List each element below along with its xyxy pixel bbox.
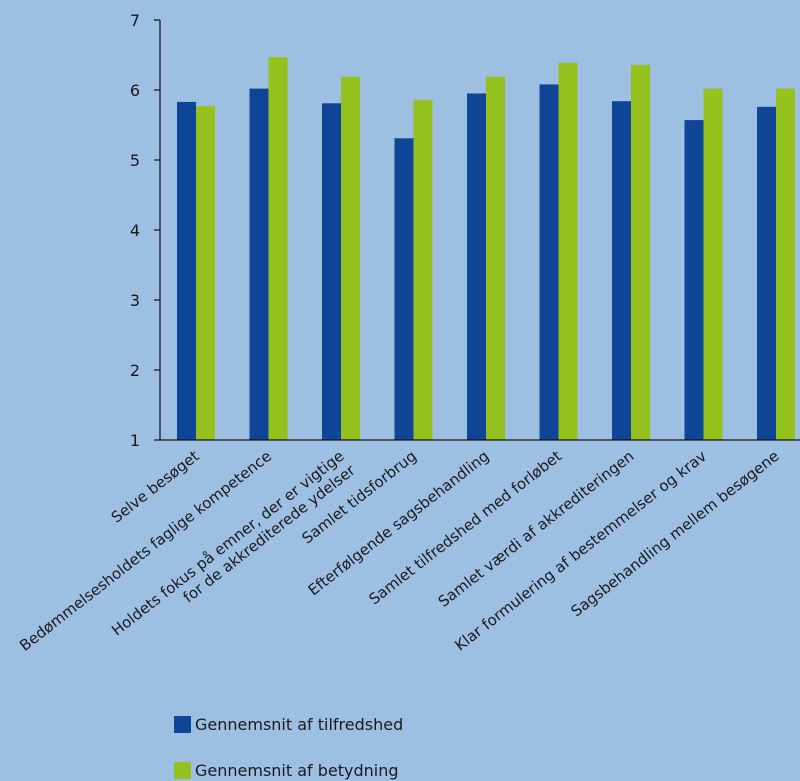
bar-tilfredshed — [177, 101, 196, 441]
bar-tilfredshed — [249, 88, 269, 440]
bar-betydning — [268, 57, 288, 440]
legend-label-tilfredshed: Gennemsnit af tilfredshed — [195, 714, 404, 734]
bar-betydning — [413, 99, 433, 441]
bars — [177, 57, 795, 441]
y-tick-label: 2 — [130, 361, 140, 380]
bar-tilfredshed — [684, 120, 704, 440]
legend-item-betydning: Gennemsnit af betydning — [174, 760, 399, 780]
x-tick-label: Klar formulering af bestemmelser og krav — [451, 447, 710, 655]
y-tick-label: 3 — [130, 291, 140, 310]
bar-tilfredshed — [757, 106, 776, 441]
y-tick-label: 6 — [130, 81, 140, 100]
y-axis: 1 2 3 4 5 6 7 — [130, 11, 161, 450]
bar-tilfredshed — [394, 138, 414, 441]
legend-swatch-tilfredshed — [174, 715, 191, 733]
bar-betydning — [486, 76, 505, 440]
bar-tilfredshed — [612, 101, 631, 440]
y-tick-label: 1 — [130, 431, 140, 450]
bar-betydning — [703, 88, 723, 440]
y-tick-label: 7 — [130, 11, 140, 30]
bar-betydning — [631, 64, 650, 441]
bar-tilfredshed — [322, 103, 341, 441]
bar-tilfredshed — [467, 93, 486, 440]
bar-betydning — [196, 106, 215, 440]
bar-tilfredshed — [539, 84, 559, 441]
bar-betydning — [341, 76, 360, 440]
legend-swatch-betydning — [174, 761, 191, 779]
legend-item-tilfredshed: Gennemsnit af tilfredshed — [174, 714, 403, 734]
bar-betydning — [558, 62, 578, 440]
bar-betydning — [776, 88, 795, 440]
y-tick-label: 5 — [130, 151, 140, 170]
y-tick-label: 4 — [130, 221, 140, 240]
legend-label-betydning: Gennemsnit af betydning — [195, 760, 399, 780]
